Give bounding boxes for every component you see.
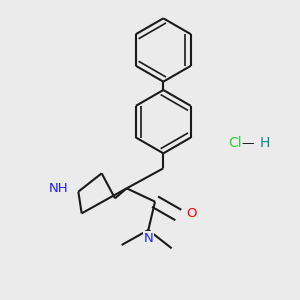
Text: NH: NH (49, 182, 68, 195)
Text: Cl: Cl (228, 136, 242, 150)
Text: —: — (238, 137, 259, 150)
Text: N: N (143, 232, 153, 245)
Text: H: H (260, 136, 270, 150)
Text: O: O (187, 207, 197, 220)
